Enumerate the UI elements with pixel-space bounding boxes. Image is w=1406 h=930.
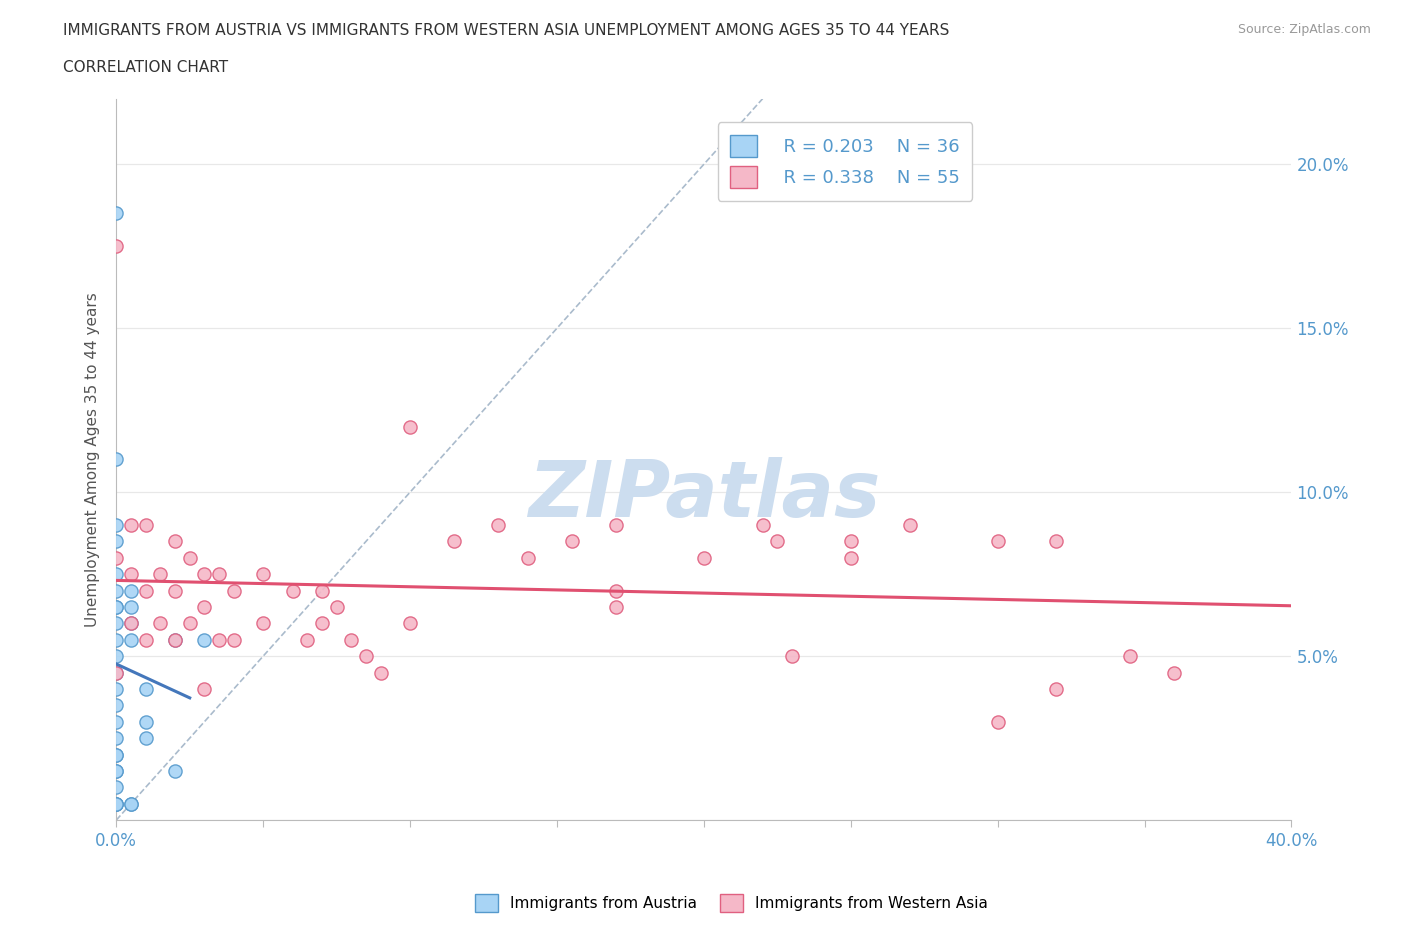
Point	[370, 665, 392, 680]
Point	[1045, 534, 1067, 549]
Point	[135, 682, 157, 697]
Text: ZIPatlas: ZIPatlas	[527, 458, 880, 534]
Point	[179, 551, 201, 565]
Legend:   R = 0.203    N = 36,   R = 0.338    N = 55: R = 0.203 N = 36, R = 0.338 N = 55	[717, 122, 972, 201]
Point	[120, 616, 142, 631]
Point	[120, 796, 142, 811]
Point	[120, 583, 142, 598]
Point	[751, 517, 773, 532]
Point	[281, 583, 304, 598]
Point	[105, 780, 128, 795]
Point	[105, 714, 128, 729]
Point	[179, 616, 201, 631]
Point	[105, 566, 128, 581]
Point	[120, 517, 142, 532]
Point	[163, 583, 186, 598]
Point	[105, 239, 128, 254]
Point	[163, 632, 186, 647]
Point	[516, 551, 538, 565]
Point	[354, 649, 377, 664]
Point	[839, 551, 862, 565]
Point	[105, 534, 128, 549]
Point	[325, 600, 347, 615]
Point	[105, 517, 128, 532]
Point	[1163, 665, 1185, 680]
Point	[105, 452, 128, 467]
Point	[105, 796, 128, 811]
Point	[120, 616, 142, 631]
Point	[780, 649, 803, 664]
Point	[105, 698, 128, 712]
Point	[193, 632, 215, 647]
Point	[105, 665, 128, 680]
Point	[443, 534, 465, 549]
Point	[105, 600, 128, 615]
Point	[120, 796, 142, 811]
Point	[135, 517, 157, 532]
Point	[222, 583, 245, 598]
Point	[120, 600, 142, 615]
Point	[105, 796, 128, 811]
Point	[135, 632, 157, 647]
Point	[149, 616, 172, 631]
Point	[105, 600, 128, 615]
Point	[766, 534, 789, 549]
Point	[222, 632, 245, 647]
Point	[105, 583, 128, 598]
Point	[605, 517, 627, 532]
Point	[149, 566, 172, 581]
Point	[120, 632, 142, 647]
Point	[1119, 649, 1142, 664]
Point	[105, 764, 128, 778]
Point	[839, 534, 862, 549]
Point	[105, 747, 128, 762]
Point	[105, 764, 128, 778]
Point	[486, 517, 509, 532]
Legend: Immigrants from Austria, Immigrants from Western Asia: Immigrants from Austria, Immigrants from…	[468, 888, 994, 918]
Point	[605, 583, 627, 598]
Point	[208, 632, 231, 647]
Point	[135, 714, 157, 729]
Point	[105, 632, 128, 647]
Point	[105, 747, 128, 762]
Point	[898, 517, 921, 532]
Point	[193, 600, 215, 615]
Point	[163, 632, 186, 647]
Point	[311, 616, 333, 631]
Point	[105, 731, 128, 746]
Y-axis label: Unemployment Among Ages 35 to 44 years: Unemployment Among Ages 35 to 44 years	[86, 292, 100, 627]
Point	[135, 731, 157, 746]
Point	[340, 632, 363, 647]
Point	[561, 534, 583, 549]
Point	[105, 551, 128, 565]
Point	[163, 764, 186, 778]
Point	[399, 616, 422, 631]
Point	[1045, 682, 1067, 697]
Point	[208, 566, 231, 581]
Point	[105, 682, 128, 697]
Point	[605, 600, 627, 615]
Point	[105, 616, 128, 631]
Point	[311, 583, 333, 598]
Point	[105, 649, 128, 664]
Point	[987, 714, 1010, 729]
Point	[105, 796, 128, 811]
Text: Source: ZipAtlas.com: Source: ZipAtlas.com	[1237, 23, 1371, 36]
Point	[252, 566, 274, 581]
Point	[105, 665, 128, 680]
Point	[399, 419, 422, 434]
Text: IMMIGRANTS FROM AUSTRIA VS IMMIGRANTS FROM WESTERN ASIA UNEMPLOYMENT AMONG AGES : IMMIGRANTS FROM AUSTRIA VS IMMIGRANTS FR…	[63, 23, 949, 38]
Point	[193, 566, 215, 581]
Point	[193, 682, 215, 697]
Text: CORRELATION CHART: CORRELATION CHART	[63, 60, 228, 75]
Point	[105, 206, 128, 221]
Point	[693, 551, 716, 565]
Point	[987, 534, 1010, 549]
Point	[297, 632, 319, 647]
Point	[135, 583, 157, 598]
Point	[120, 566, 142, 581]
Point	[252, 616, 274, 631]
Point	[163, 534, 186, 549]
